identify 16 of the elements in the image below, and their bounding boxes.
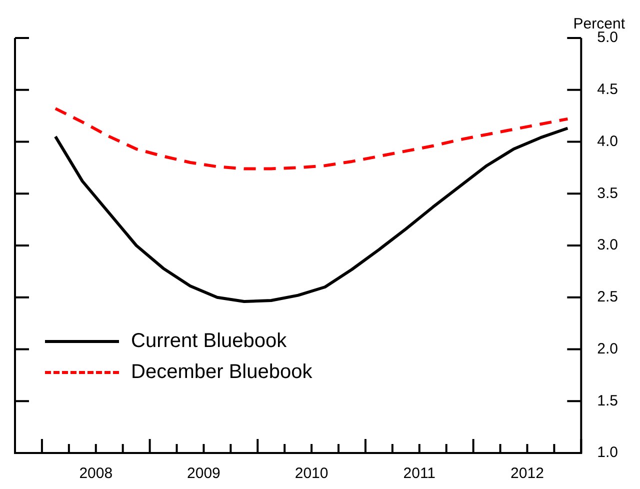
y-tick-label: 3.0: [597, 236, 618, 254]
legend-label: December Bluebook: [131, 361, 312, 384]
y-tick-label: 3.5: [597, 184, 618, 202]
y-tick-label: 1.0: [597, 444, 618, 462]
y-tick-label: 1.5: [597, 392, 618, 410]
x-tick-label: 2011: [403, 465, 436, 482]
y-tick-label: 2.5: [597, 288, 618, 306]
y-tick-label: 2.0: [597, 340, 618, 358]
line-series: [54, 107, 570, 170]
x-tick-label: 2012: [510, 465, 544, 482]
y-tick-label: 4.5: [597, 81, 618, 98]
y-tick-label: 4.0: [597, 132, 618, 150]
legend-label: Current Bluebook: [131, 330, 287, 353]
x-tick-label: 2009: [187, 465, 220, 482]
x-tick-label: 2010: [294, 465, 328, 482]
x-tick-label: 2008: [79, 465, 113, 482]
